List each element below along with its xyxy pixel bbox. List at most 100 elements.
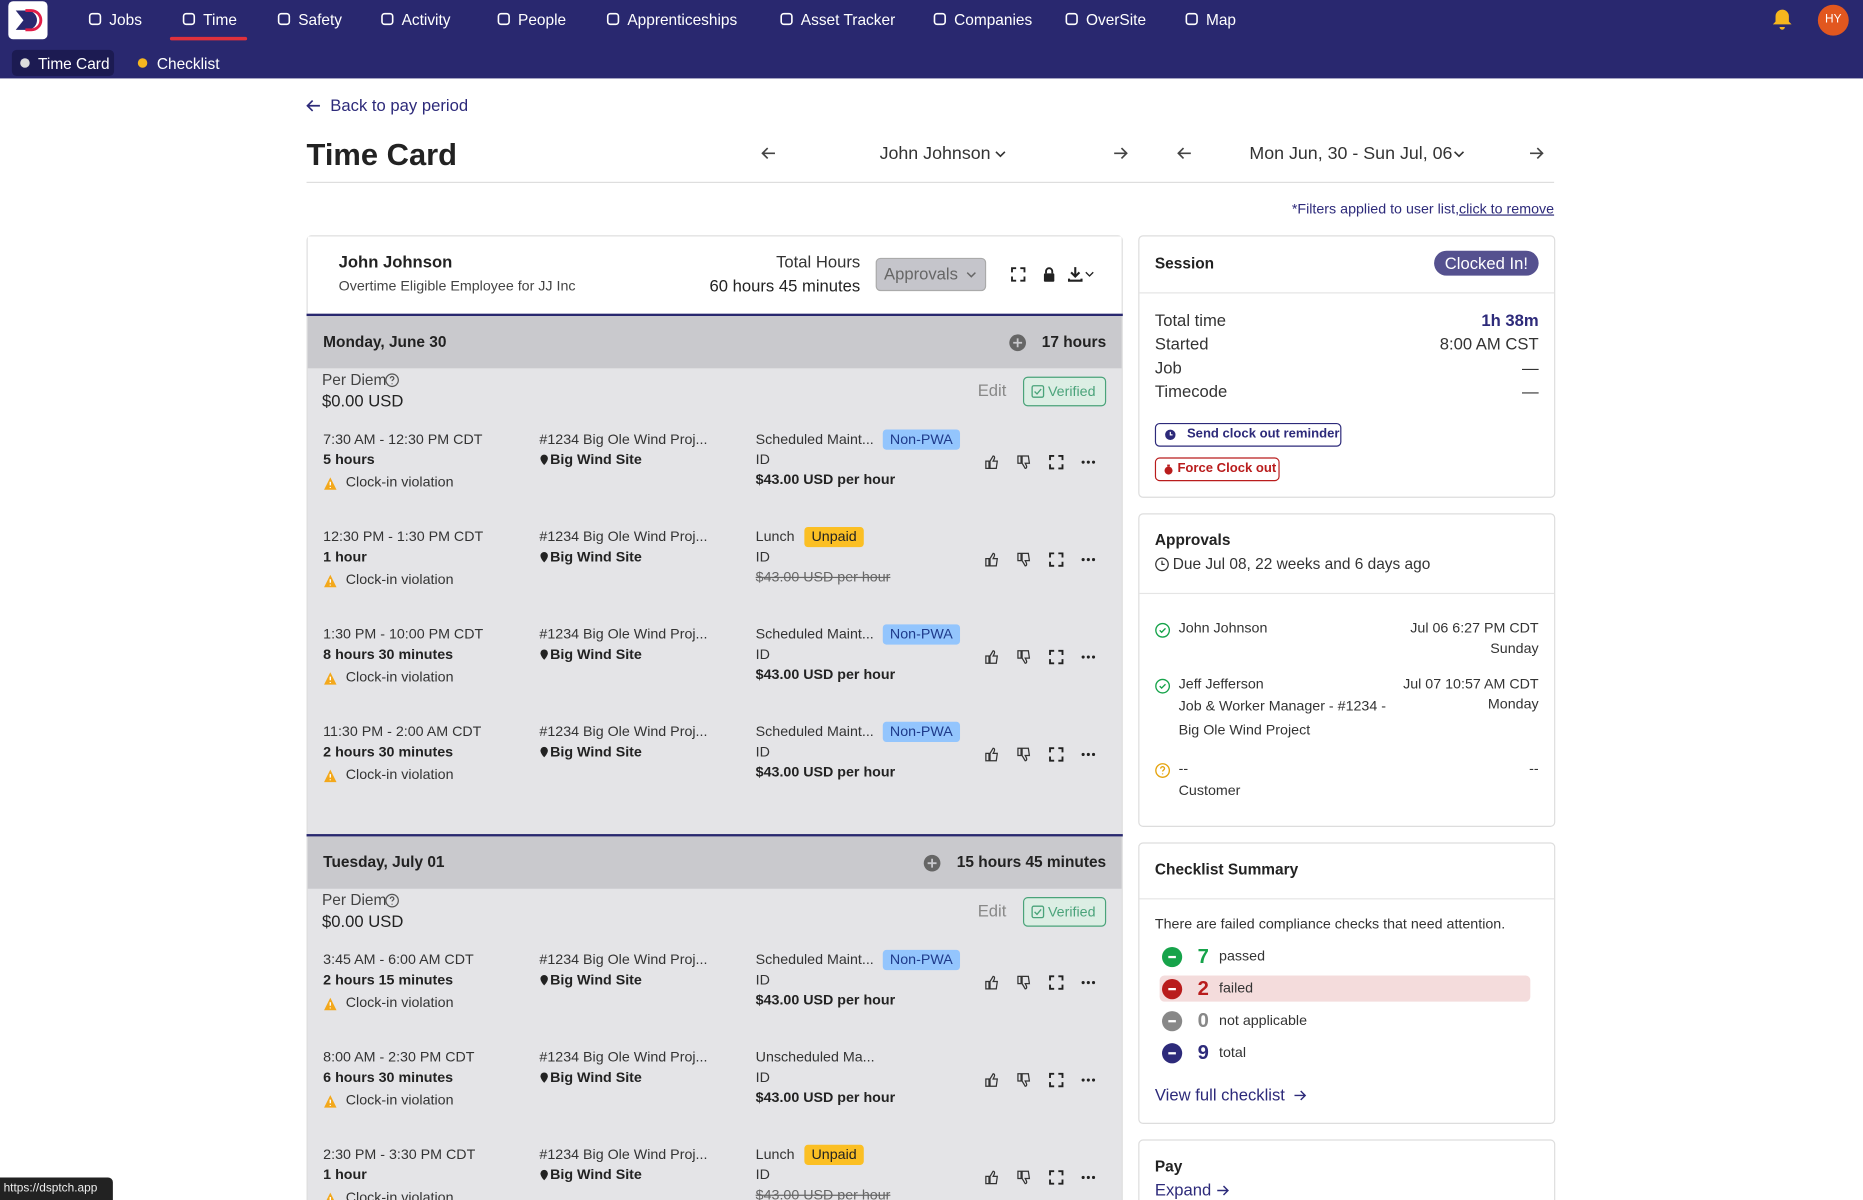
download-icon[interactable] xyxy=(1067,266,1084,283)
approve-entry[interactable] xyxy=(984,974,1001,991)
approval-day: Sunday xyxy=(1490,639,1539,657)
reject-entry[interactable] xyxy=(1016,454,1033,471)
help-icon xyxy=(385,893,399,908)
nav-item[interactable]: OverSite xyxy=(1085,10,1147,29)
back-link[interactable]: Back to pay period xyxy=(330,95,469,115)
expand-entry[interactable] xyxy=(1048,1072,1065,1089)
expand-entry[interactable] xyxy=(1048,649,1065,666)
reminder-button[interactable] xyxy=(1154,422,1342,447)
approval-status-icon xyxy=(1154,678,1170,693)
nav-item[interactable]: Time xyxy=(203,10,237,29)
nav-item[interactable]: People xyxy=(518,10,567,29)
subnav-item[interactable]: Checklist xyxy=(156,54,220,73)
check-label: total xyxy=(1219,1043,1246,1061)
force-label[interactable]: Force Clock out xyxy=(1177,461,1277,476)
nav-icon xyxy=(381,12,394,26)
approve-entry[interactable] xyxy=(984,1072,1001,1089)
divider xyxy=(1139,898,1555,900)
reject-entry[interactable] xyxy=(1016,1072,1033,1089)
violation-text: Clock-in violation xyxy=(345,1188,454,1200)
nav-item[interactable]: Asset Tracker xyxy=(800,10,896,29)
expand-entry[interactable] xyxy=(1048,551,1065,568)
nav-icon xyxy=(1065,12,1078,26)
reject-entry[interactable] xyxy=(1016,1169,1033,1186)
more-actions[interactable] xyxy=(1080,649,1097,666)
entry-code: Scheduled Maint... xyxy=(755,430,874,448)
pay-expand[interactable]: Expand xyxy=(1154,1180,1212,1200)
entry-code: Unscheduled Ma... xyxy=(755,1048,875,1066)
add-entry[interactable] xyxy=(923,854,941,872)
reject-entry[interactable] xyxy=(1016,746,1033,763)
approve-entry[interactable] xyxy=(984,1169,1001,1186)
notifications[interactable] xyxy=(1772,8,1793,30)
next-employee[interactable] xyxy=(1112,145,1129,162)
entry-rate: $43.00 USD per hour xyxy=(755,665,896,683)
reject-entry[interactable] xyxy=(1016,649,1033,666)
entry-badge: Non-PWA xyxy=(882,624,960,645)
nav-item[interactable]: Companies xyxy=(954,10,1033,29)
prev-period[interactable] xyxy=(1176,145,1193,162)
violation-text: Clock-in violation xyxy=(345,993,454,1011)
approvals-button[interactable] xyxy=(875,257,987,292)
entry-badge: Unpaid xyxy=(804,526,864,548)
more-actions[interactable] xyxy=(1080,1169,1097,1186)
per-diem-value: $0.00 USD xyxy=(321,391,404,411)
entry-site: Big Wind Site xyxy=(550,548,642,565)
filter-link[interactable]: click to remove xyxy=(1458,200,1555,217)
subnav-item[interactable]: Time Card xyxy=(38,54,110,73)
per-diem-label: Per Diem xyxy=(321,890,387,909)
more-actions[interactable] xyxy=(1080,551,1097,568)
reminder-label[interactable]: Send clock out reminder xyxy=(1186,426,1340,441)
edit-button[interactable]: Edit xyxy=(977,380,1007,400)
expand-entry[interactable] xyxy=(1048,454,1065,471)
avatar-initials: HY xyxy=(1825,12,1842,26)
entry-site: Big Wind Site xyxy=(550,1166,642,1183)
prev-employee[interactable] xyxy=(760,145,777,162)
checklist-link[interactable]: View full checklist xyxy=(1154,1085,1285,1105)
force-button[interactable] xyxy=(1154,457,1280,482)
next-period[interactable] xyxy=(1528,145,1545,162)
warning-icon xyxy=(324,997,337,1011)
more-actions[interactable] xyxy=(1080,454,1097,471)
more-actions[interactable] xyxy=(1080,746,1097,763)
avatar[interactable] xyxy=(1817,4,1849,36)
chevron xyxy=(995,151,1006,158)
clock-icon xyxy=(1155,557,1169,572)
approval-status-icon xyxy=(1154,622,1170,638)
entry-duration: 2 hours 30 minutes xyxy=(323,743,454,760)
warning-icon xyxy=(326,1192,335,1200)
reject-entry[interactable] xyxy=(1016,551,1033,568)
entry-code-detail: ID xyxy=(755,743,770,760)
entry-badge: Non-PWA xyxy=(882,949,960,971)
expand-entry[interactable] xyxy=(1048,974,1065,991)
approve-entry[interactable] xyxy=(984,746,1001,763)
more-actions[interactable] xyxy=(1080,974,1097,991)
expand-entry[interactable] xyxy=(1048,1169,1065,1186)
approvals-button-label[interactable]: Approvals xyxy=(883,264,958,284)
nav-item[interactable]: Safety xyxy=(298,10,343,29)
session-label: Timecode xyxy=(1154,381,1228,401)
period-select[interactable]: Mon Jun, 30 - Sun Jul, 06 xyxy=(1249,143,1453,164)
employee-select[interactable]: John Johnson xyxy=(879,143,991,164)
expand-icon[interactable] xyxy=(1010,266,1027,283)
approve-entry[interactable] xyxy=(984,649,1001,666)
edit-button[interactable]: Edit xyxy=(977,900,1007,920)
reject-entry[interactable] xyxy=(1016,974,1033,991)
entry-job: #1234 Big Ole Wind Proj... xyxy=(539,625,708,643)
violation-text: Clock-in violation xyxy=(345,668,454,685)
more-actions[interactable] xyxy=(1080,1072,1097,1089)
expand-entry[interactable] xyxy=(1048,746,1065,763)
check-count: 0 xyxy=(1197,1009,1209,1032)
session-status: Clocked In! xyxy=(1444,253,1528,273)
nav-item[interactable]: Activity xyxy=(401,10,451,29)
day-header xyxy=(307,316,1122,369)
nav-item[interactable]: Apprenticeships xyxy=(627,10,738,29)
nav-item[interactable]: Jobs xyxy=(109,10,142,29)
approve-entry[interactable] xyxy=(984,551,1001,568)
lock-icon[interactable] xyxy=(1041,266,1058,283)
add-entry[interactable] xyxy=(1009,333,1027,351)
nav-item[interactable]: Map xyxy=(1205,10,1237,29)
approve-entry[interactable] xyxy=(984,454,1001,471)
entry-rate: $43.00 USD per hour xyxy=(755,763,896,781)
verified-badge xyxy=(1022,376,1107,407)
